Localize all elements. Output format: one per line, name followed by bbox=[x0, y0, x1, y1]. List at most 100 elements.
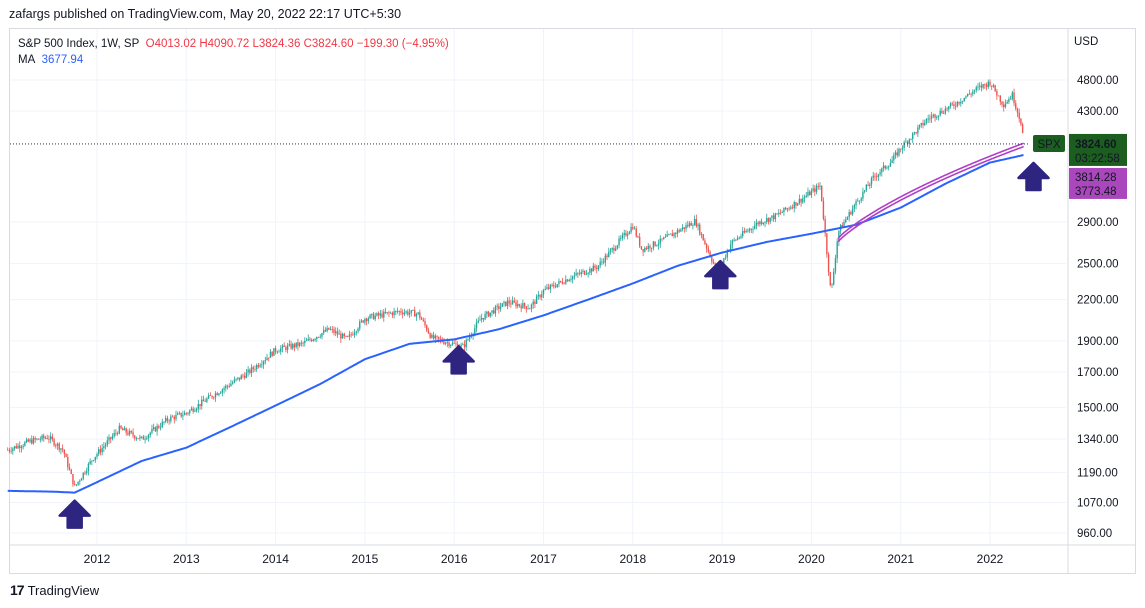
up-arrow-icon bbox=[442, 345, 475, 375]
candle-body bbox=[827, 254, 830, 273]
candle-body bbox=[259, 365, 261, 367]
candle-body bbox=[989, 81, 991, 86]
candle-body bbox=[808, 191, 811, 196]
candle-body bbox=[139, 436, 141, 439]
candle-body bbox=[898, 148, 900, 156]
candle-body bbox=[89, 461, 91, 464]
candle-body bbox=[688, 223, 691, 227]
candle-body bbox=[276, 351, 279, 353]
candle-body bbox=[213, 397, 215, 399]
candle-body bbox=[242, 375, 244, 377]
candle-body bbox=[838, 230, 840, 242]
chart-lines bbox=[7, 142, 1030, 494]
candle-body bbox=[60, 448, 62, 450]
candle-body bbox=[819, 185, 821, 187]
candle-body bbox=[650, 247, 653, 249]
year-tick-label: 2021 bbox=[887, 552, 914, 566]
chart-legend: S&P 500 Index, 1W, SP O4013.02 H4090.72 … bbox=[18, 36, 449, 68]
candle-body bbox=[264, 360, 266, 362]
price-tick-label: 1700.00 bbox=[1077, 367, 1119, 379]
candle-body bbox=[261, 364, 263, 366]
candle-body bbox=[530, 304, 533, 309]
candle-body bbox=[345, 336, 347, 337]
candle-body bbox=[1018, 112, 1020, 119]
candle-body bbox=[53, 439, 55, 446]
candle-body bbox=[966, 93, 969, 97]
candle-body bbox=[669, 233, 672, 235]
ma-line bbox=[7, 154, 1024, 494]
candle-body bbox=[1021, 124, 1024, 134]
candle-body bbox=[630, 227, 632, 233]
candle-body bbox=[429, 333, 431, 338]
candle-body bbox=[973, 90, 976, 92]
candle-body bbox=[170, 416, 172, 422]
candle-body bbox=[788, 208, 790, 210]
candle-body bbox=[900, 148, 902, 150]
candle-body bbox=[941, 110, 943, 114]
candle-body bbox=[731, 240, 734, 245]
candle-body bbox=[326, 327, 328, 332]
price-tick-label: 1900.00 bbox=[1077, 336, 1119, 348]
candle-body bbox=[286, 345, 289, 350]
candle-body bbox=[958, 101, 960, 104]
candle-body bbox=[144, 438, 146, 440]
candle-body bbox=[584, 270, 586, 275]
chart-grid bbox=[10, 29, 1066, 544]
candle-body bbox=[805, 195, 807, 198]
candle-body bbox=[7, 449, 9, 451]
candle-body bbox=[987, 81, 989, 87]
candle-body bbox=[34, 438, 36, 440]
candle-body bbox=[994, 85, 996, 92]
candle-body bbox=[954, 106, 957, 107]
candle-body bbox=[869, 184, 871, 187]
candle-body bbox=[147, 434, 150, 439]
candle-body bbox=[280, 348, 282, 352]
candle-body bbox=[324, 330, 327, 332]
legend-high: H4090.72 bbox=[199, 38, 250, 50]
candle-body bbox=[879, 172, 881, 175]
candle-body bbox=[20, 446, 23, 449]
candle-body bbox=[106, 440, 109, 445]
candle-body bbox=[317, 336, 320, 338]
candle-body bbox=[249, 369, 251, 374]
candle-body bbox=[120, 425, 122, 429]
candle-body bbox=[709, 251, 711, 257]
candle-body bbox=[499, 306, 502, 310]
candle-body bbox=[544, 288, 546, 290]
candle-body bbox=[754, 225, 756, 229]
candle-body bbox=[393, 311, 395, 316]
candle-body bbox=[407, 311, 409, 315]
candle-body bbox=[894, 152, 897, 156]
candle-body bbox=[760, 221, 763, 224]
candle-body bbox=[116, 433, 119, 434]
candle-body bbox=[745, 230, 747, 233]
candle-body bbox=[752, 228, 754, 230]
price-candles bbox=[7, 79, 1024, 487]
spx-tag-label: SPX bbox=[1037, 139, 1060, 151]
candle-body bbox=[932, 114, 935, 117]
candle-body bbox=[309, 338, 311, 340]
candle-body bbox=[262, 361, 265, 365]
candle-body bbox=[645, 247, 648, 249]
candle-body bbox=[632, 227, 634, 229]
candle-body bbox=[755, 222, 758, 226]
legend-low: L3824.36 bbox=[252, 38, 301, 50]
candle-body bbox=[492, 310, 495, 314]
candle-body bbox=[795, 202, 797, 206]
candle-body bbox=[877, 174, 880, 177]
candle-body bbox=[991, 85, 993, 87]
candle-body bbox=[553, 284, 555, 287]
candle-body bbox=[201, 399, 203, 407]
candle-body bbox=[673, 232, 675, 237]
candle-body bbox=[161, 421, 163, 428]
candle-body bbox=[602, 261, 605, 263]
candle-body bbox=[494, 306, 497, 314]
candle-body bbox=[836, 241, 838, 259]
candle-body bbox=[573, 275, 576, 277]
candle-body bbox=[152, 427, 155, 429]
candle-body bbox=[690, 223, 692, 226]
candle-body bbox=[180, 412, 182, 417]
candle-body bbox=[707, 248, 710, 252]
candle-body bbox=[748, 228, 751, 231]
candle-body bbox=[230, 383, 232, 387]
